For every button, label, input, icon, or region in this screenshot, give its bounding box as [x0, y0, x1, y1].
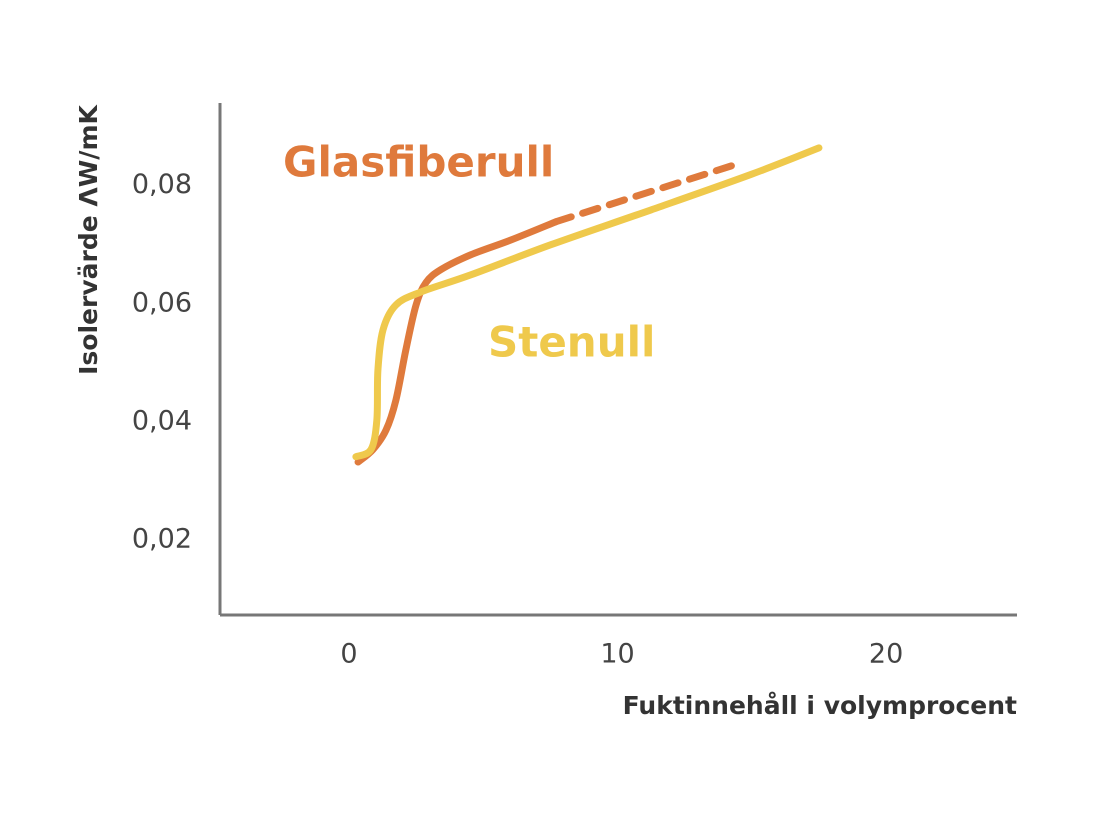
- x-tick-label: 20: [869, 639, 903, 670]
- x-axis-title: Fuktinnehåll i volymprocent: [623, 691, 1017, 720]
- series-line: [354, 218, 560, 466]
- series-line: [352, 144, 823, 461]
- x-tick-label: 0: [340, 639, 357, 670]
- y-tick-label: 0,06: [132, 287, 192, 318]
- dashed-line: [552, 160, 740, 226]
- y-tick-label: 0,08: [132, 169, 192, 200]
- y-tick-label: 0,02: [132, 524, 192, 555]
- series-label: Glasfiberull: [283, 138, 554, 187]
- y-tick-label: 0,04: [132, 405, 192, 436]
- y-axis-title: Isolervärde ΛW/mK: [74, 104, 103, 375]
- series-label: Stenull: [488, 318, 655, 367]
- x-tick-label: 10: [600, 639, 634, 670]
